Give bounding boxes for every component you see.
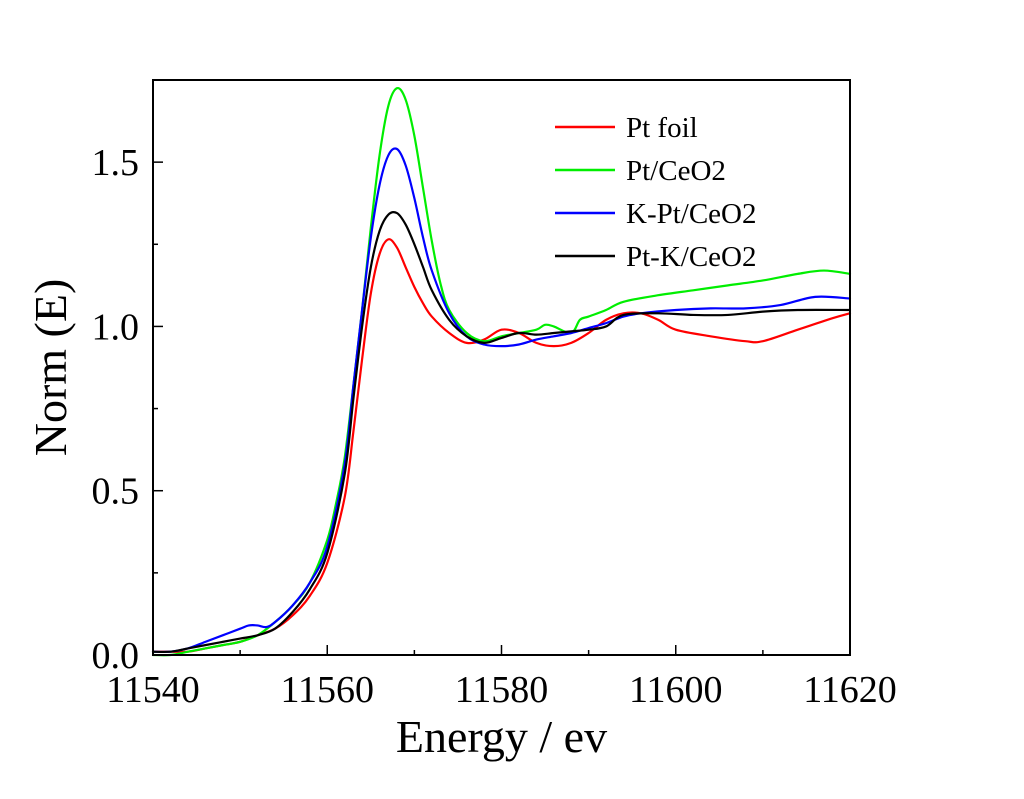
x-axis-title: Energy / ev: [396, 711, 607, 762]
series-line-pt-ceo2: [151, 86, 852, 657]
series-layer: [151, 86, 852, 657]
y-tick-label: 0.0: [92, 635, 140, 677]
x-tick-label: 11620: [803, 669, 897, 711]
x-tick-label: 11540: [106, 669, 200, 711]
y-tick-label: 0.5: [92, 471, 140, 513]
y-tick-label: 1.0: [92, 306, 140, 348]
y-axis-title: Norm (E): [25, 279, 76, 457]
series-line-pt-k-ceo2: [151, 210, 852, 654]
y-axis: 0.0 0.5 1.0 1.5: [92, 79, 163, 677]
legend-label-pt-foil: Pt foil: [626, 112, 698, 144]
legend-label-pt-ceo2: Pt/CeO2: [626, 155, 726, 187]
x-tick-label: 11580: [455, 669, 549, 711]
legend-label-pt-k-ceo2: Pt-K/CeO2: [626, 241, 757, 273]
x-axis: 11540 11560 11580 11600 11620: [106, 645, 897, 711]
series-line-pt-foil: [151, 238, 852, 654]
x-tick-label: 11560: [280, 669, 374, 711]
x-tick-label: 11600: [629, 669, 723, 711]
y-tick-label: 1.5: [92, 142, 140, 184]
legend: Pt foil Pt/CeO2 K-Pt/CeO2 Pt-K/CeO2: [555, 112, 757, 273]
legend-label-k-pt-ceo2: K-Pt/CeO2: [626, 198, 757, 230]
series-line-k-pt-ceo2: [151, 147, 852, 654]
plot-frame: [152, 79, 851, 656]
